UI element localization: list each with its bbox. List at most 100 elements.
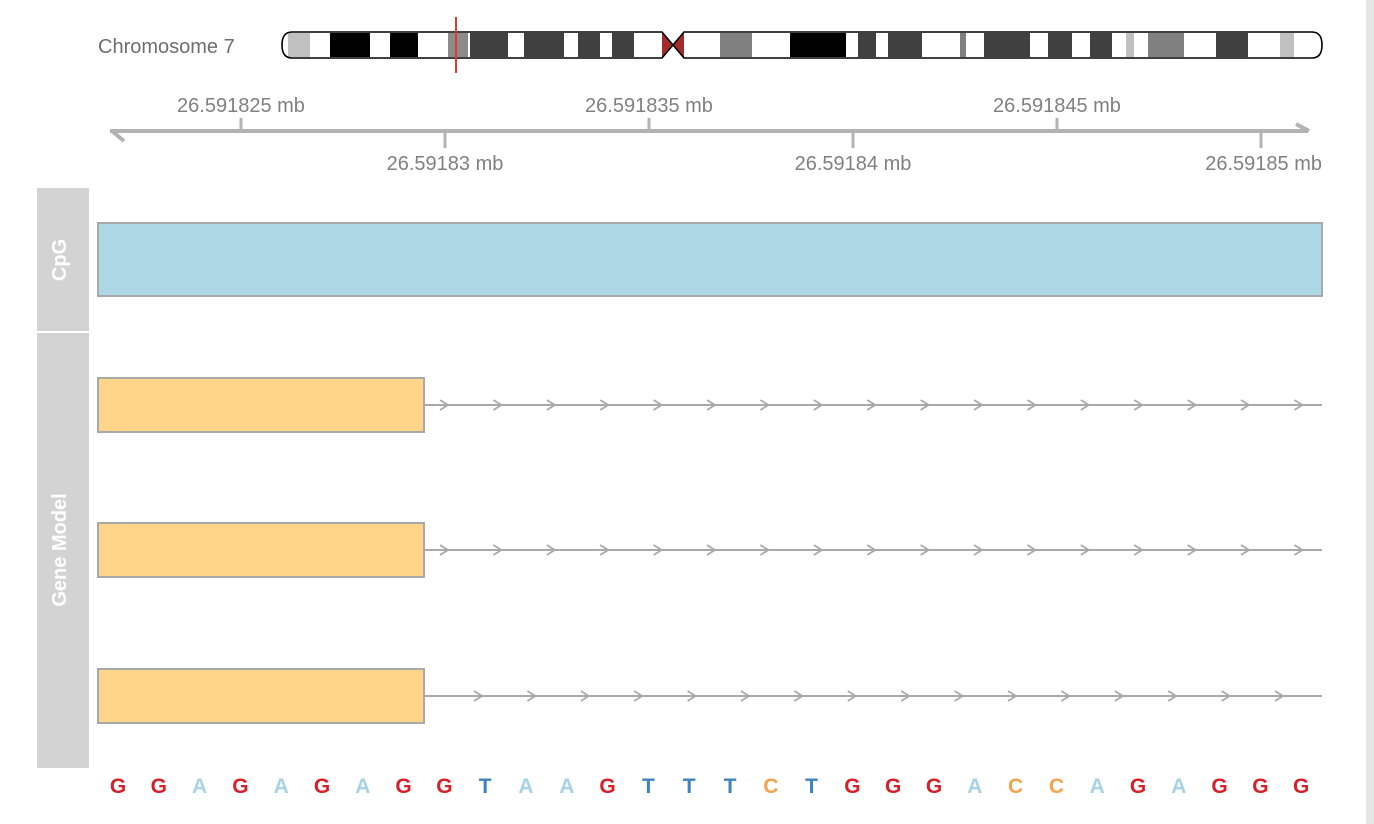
transcripts: [97, 377, 1322, 724]
centromere-right: [673, 33, 684, 57]
axis-label-above-1: 26.591825 mb: [177, 95, 305, 117]
strand-arrow: [653, 399, 664, 411]
strand-arrow: [920, 399, 931, 411]
cpg-track-title-panel: [37, 188, 89, 331]
strand-arrow: [1240, 399, 1251, 411]
strand-arrow: [954, 690, 965, 702]
strand-arrow: [1293, 544, 1305, 556]
ideogram-band: [960, 33, 966, 57]
ideogram-track: Chromosome 7: [98, 17, 1323, 73]
ideogram-band: [984, 33, 1030, 57]
sequence-base: G: [844, 775, 860, 798]
sequence-base: G: [232, 775, 248, 798]
ideogram-band: [1126, 33, 1134, 57]
strand-arrow: [973, 544, 984, 556]
exon: [97, 668, 425, 724]
gene-model-track-title: Gene Model: [49, 493, 71, 606]
axis-label-above-2: 26.591835 mb: [585, 95, 713, 117]
transcript: [97, 522, 1322, 578]
axis-arrow-left: [110, 129, 126, 143]
sequence-base: G: [436, 775, 452, 798]
strand-arrow: [706, 544, 717, 556]
strand-arrow: [580, 690, 591, 702]
strand-arrow: [546, 544, 557, 556]
ideogram-band: [330, 33, 370, 57]
strand-arrow: [1293, 399, 1305, 411]
strand-arrow: [1187, 544, 1198, 556]
gene-model-track: Gene Model: [37, 333, 1322, 768]
ideogram-band: [720, 33, 752, 57]
cpg-island-feature: [97, 222, 1323, 297]
sequence-base: G: [926, 775, 942, 798]
sequence-base: T: [683, 775, 696, 798]
strand-arrow: [1114, 690, 1125, 702]
strand-arrow: [706, 399, 717, 411]
ideogram-band: [578, 33, 600, 57]
sequence-base: A: [1090, 775, 1105, 798]
ideogram-band: [1280, 33, 1294, 57]
sequence-base: T: [479, 775, 492, 798]
strand-arrow: [1133, 544, 1144, 556]
exon: [97, 377, 425, 433]
ideogram-band: [448, 33, 468, 57]
strand-arrow: [439, 544, 450, 556]
strand-arrow: [1080, 544, 1091, 556]
strand-arrow: [1221, 690, 1232, 702]
strand-arrow: [813, 399, 824, 411]
sequence-base: T: [805, 775, 818, 798]
ideogram-band: [612, 33, 634, 57]
strand-arrow: [546, 399, 557, 411]
strand-arrow: [687, 690, 698, 702]
strand-arrow: [473, 690, 484, 702]
strand-arrow: [1187, 399, 1198, 411]
strand-arrow: [1080, 399, 1091, 411]
sequence-base: A: [559, 775, 574, 798]
strand-arrow: [439, 399, 450, 411]
strand-arrow: [653, 544, 664, 556]
sequence-base: G: [1252, 775, 1268, 798]
ideogram-band: [1048, 33, 1072, 57]
strand-arrow: [973, 399, 984, 411]
chromosome-label: Chromosome 7: [98, 36, 235, 58]
strand-arrow: [900, 690, 911, 702]
sequence-base: T: [642, 775, 655, 798]
strand-arrow: [1007, 690, 1018, 702]
sequence-base: A: [192, 775, 207, 798]
strand-arrow: [492, 544, 504, 556]
strand-arrow: [1274, 690, 1285, 702]
ideogram-band: [888, 33, 922, 57]
sequence-base: C: [1008, 775, 1023, 798]
sequence-base: A: [967, 775, 982, 798]
sequence-base: G: [395, 775, 411, 798]
strand-arrow: [813, 544, 824, 556]
sequence-base: G: [151, 775, 167, 798]
ideogram-band: [1216, 33, 1248, 57]
transcript: [97, 668, 1322, 724]
strand-arrow: [759, 399, 771, 411]
strand-arrow: [1026, 544, 1038, 556]
transcript: [97, 377, 1322, 433]
ideogram-band: [524, 33, 564, 57]
ideogram-bands: [288, 33, 1294, 57]
sequence-base: G: [110, 775, 126, 798]
strand-arrow: [599, 544, 610, 556]
strand-arrow: [1167, 690, 1178, 702]
sequence-base: C: [1049, 775, 1064, 798]
sequence-base: G: [1211, 775, 1227, 798]
scrollbar[interactable]: [1366, 0, 1374, 824]
ideogram-band: [390, 33, 418, 57]
ideogram-band: [470, 33, 508, 57]
strand-arrow: [1026, 399, 1038, 411]
strand-arrow: [847, 690, 858, 702]
sequence-base: G: [1130, 775, 1146, 798]
strand-arrow: [920, 544, 931, 556]
sequence-base: A: [355, 775, 370, 798]
strand-arrow: [1060, 690, 1072, 702]
cpg-track-title: CpG: [49, 239, 71, 281]
axis-label-above-3: 26.591845 mb: [993, 95, 1121, 117]
cpg-track: CpG: [37, 188, 1323, 331]
sequence-base: G: [885, 775, 901, 798]
strand-arrow: [1133, 399, 1144, 411]
